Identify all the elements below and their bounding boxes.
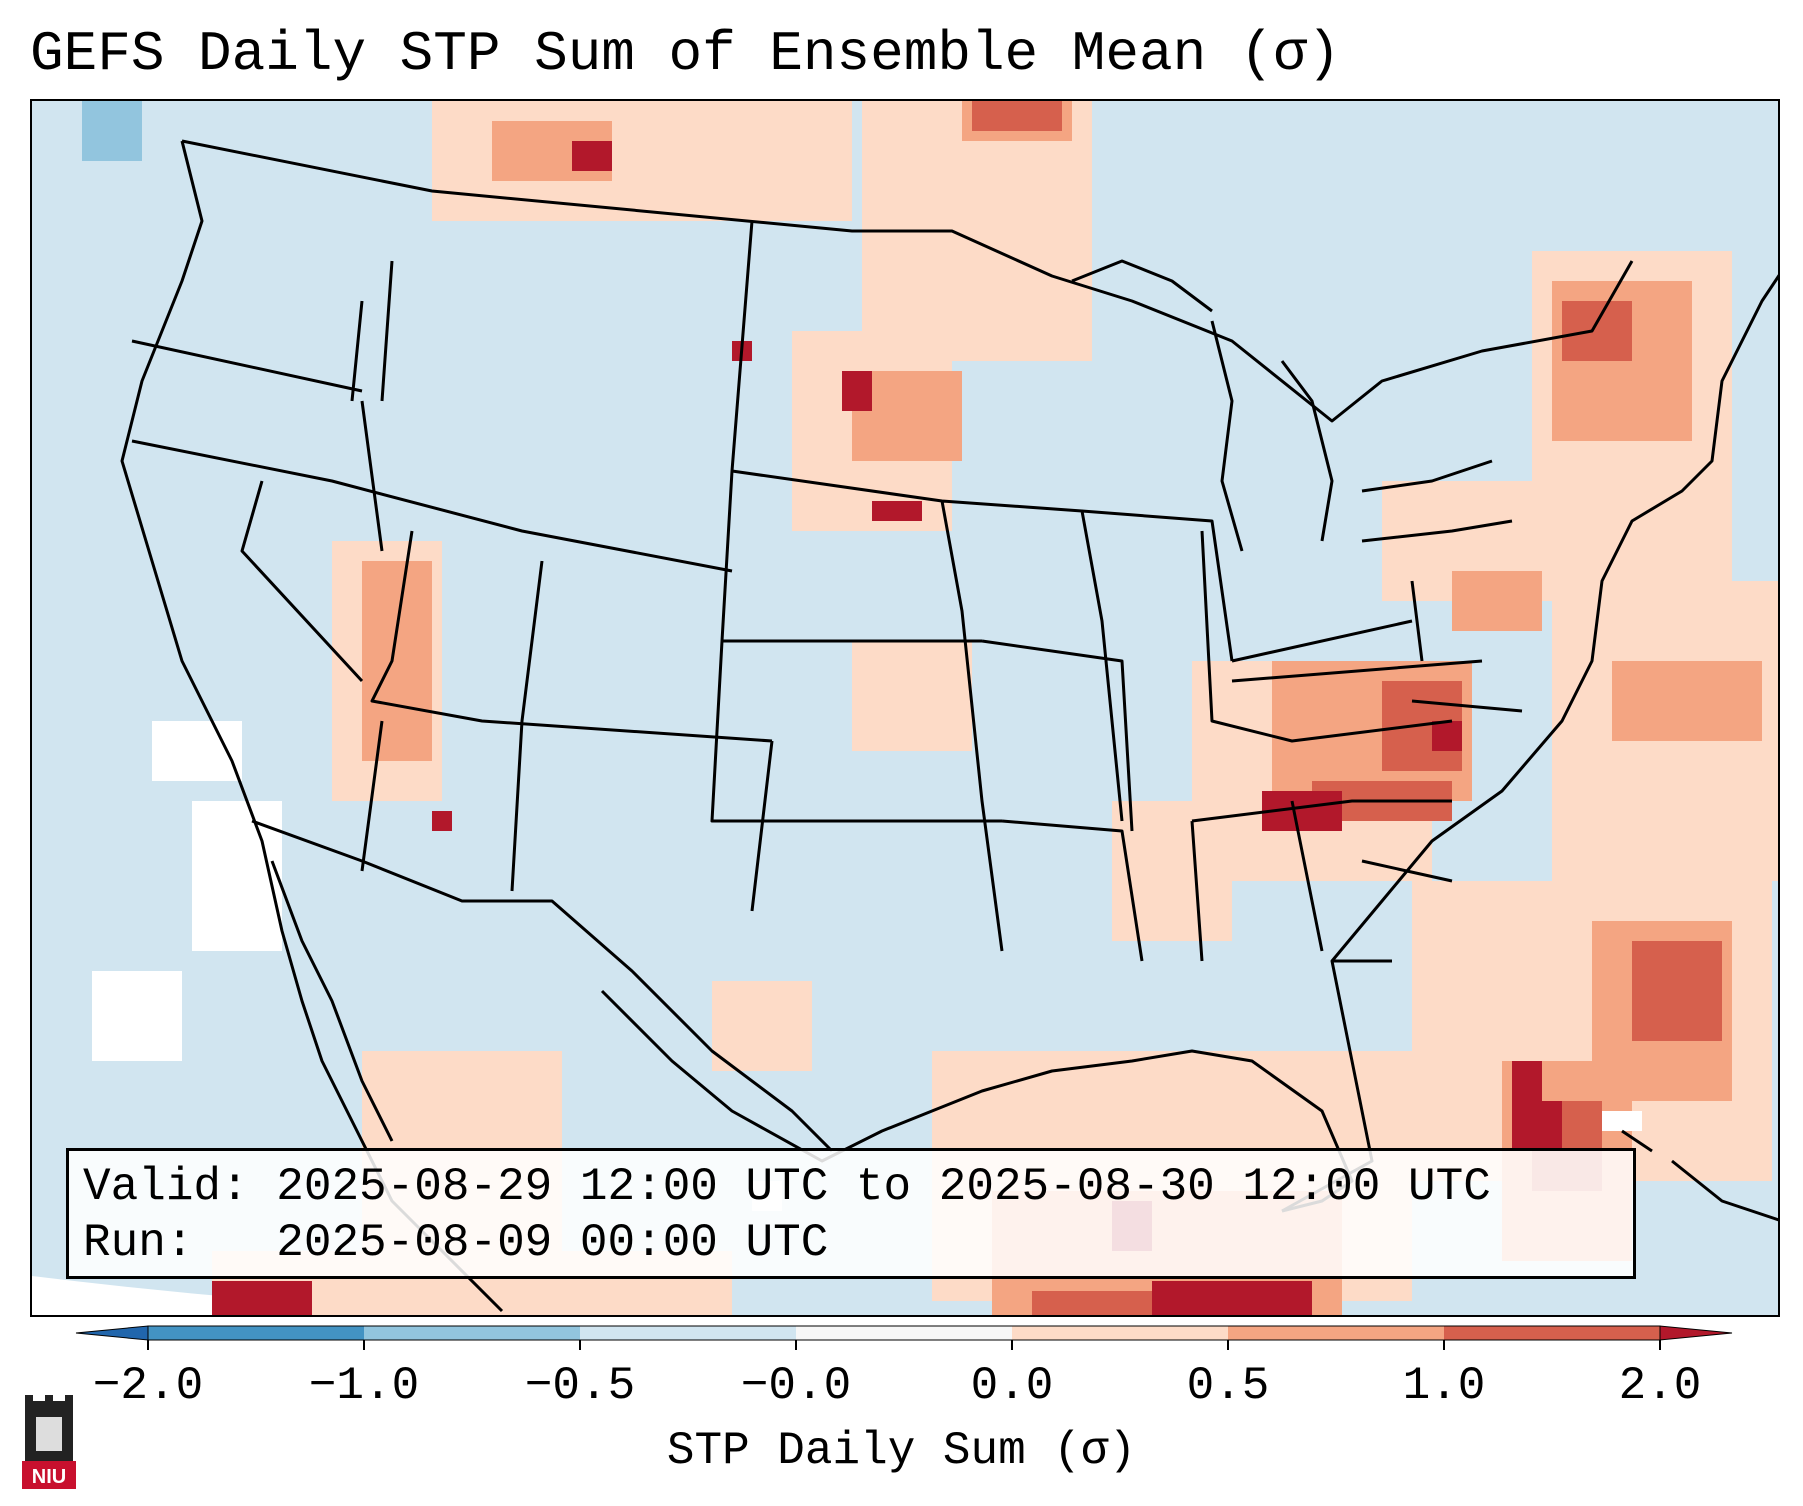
caribbean-islands — [1621, 1129, 1778, 1222]
atlantic-coastline — [1281, 274, 1778, 1213]
canada-border — [181, 139, 1634, 423]
baja-peninsula — [270, 860, 394, 1142]
colorbar-bin — [580, 1326, 796, 1340]
colorbar-bin — [1228, 1326, 1444, 1340]
map-panel — [30, 99, 1780, 1317]
colorbar-tick-label: −1.0 — [308, 1360, 420, 1412]
colorbar-label: STP Daily Sum (σ) — [666, 1425, 1137, 1477]
colorbar-tick-label: 1.0 — [1402, 1360, 1486, 1412]
colorbar-tick-label: −0.5 — [524, 1360, 636, 1412]
colorbar-ticks: −2.0 −1.0 −0.5 −0.0 0.0 0.5 1.0 2.0 — [0, 1360, 1803, 1420]
colorbar-bin — [1444, 1326, 1660, 1340]
colorbar-bin — [148, 1326, 364, 1340]
state-lines-west — [131, 260, 774, 912]
colorbar-under-extension — [75, 1325, 149, 1341]
colorbar-over-extension — [1659, 1325, 1733, 1341]
colorbar-bin — [1012, 1326, 1228, 1340]
colorbar-bin — [796, 1326, 1012, 1340]
niu-logo: NIU — [22, 1395, 76, 1489]
negative-cells — [82, 101, 142, 161]
run-time-text: Run: 2025-08-09 00:00 UTC — [83, 1217, 829, 1269]
colorbar-outline — [147, 1325, 1661, 1341]
colorbar-tick-label: −2.0 — [92, 1360, 204, 1412]
colorbar — [75, 1325, 1733, 1350]
valid-time-text: Valid: 2025-08-29 12:00 UTC to 2025-08-3… — [83, 1161, 1491, 1213]
stp-anomaly-cells — [82, 101, 1778, 1315]
map-canvas — [32, 101, 1778, 1315]
mexico-border — [251, 819, 834, 1153]
colorbar-tick-label: 2.0 — [1618, 1360, 1702, 1412]
logo-text: NIU — [32, 1466, 66, 1488]
great-lakes — [1071, 259, 1513, 552]
chart-title: GEFS Daily STP Sum of Ensemble Mean (σ) — [30, 22, 1341, 86]
valid-time-box: Valid: 2025-08-29 12:00 UTC to 2025-08-3… — [66, 1148, 1636, 1279]
state-lines-east — [1081, 509, 1523, 963]
colorbar-tick-label: 0.5 — [1186, 1360, 1270, 1412]
state-lines-central — [710, 220, 1144, 962]
colorbar-bin — [364, 1326, 580, 1340]
colorbar-tick-label: −0.0 — [740, 1360, 852, 1412]
colorbar-tick-label: 0.0 — [970, 1360, 1054, 1412]
out-of-domain-corner — [32, 1276, 499, 1315]
